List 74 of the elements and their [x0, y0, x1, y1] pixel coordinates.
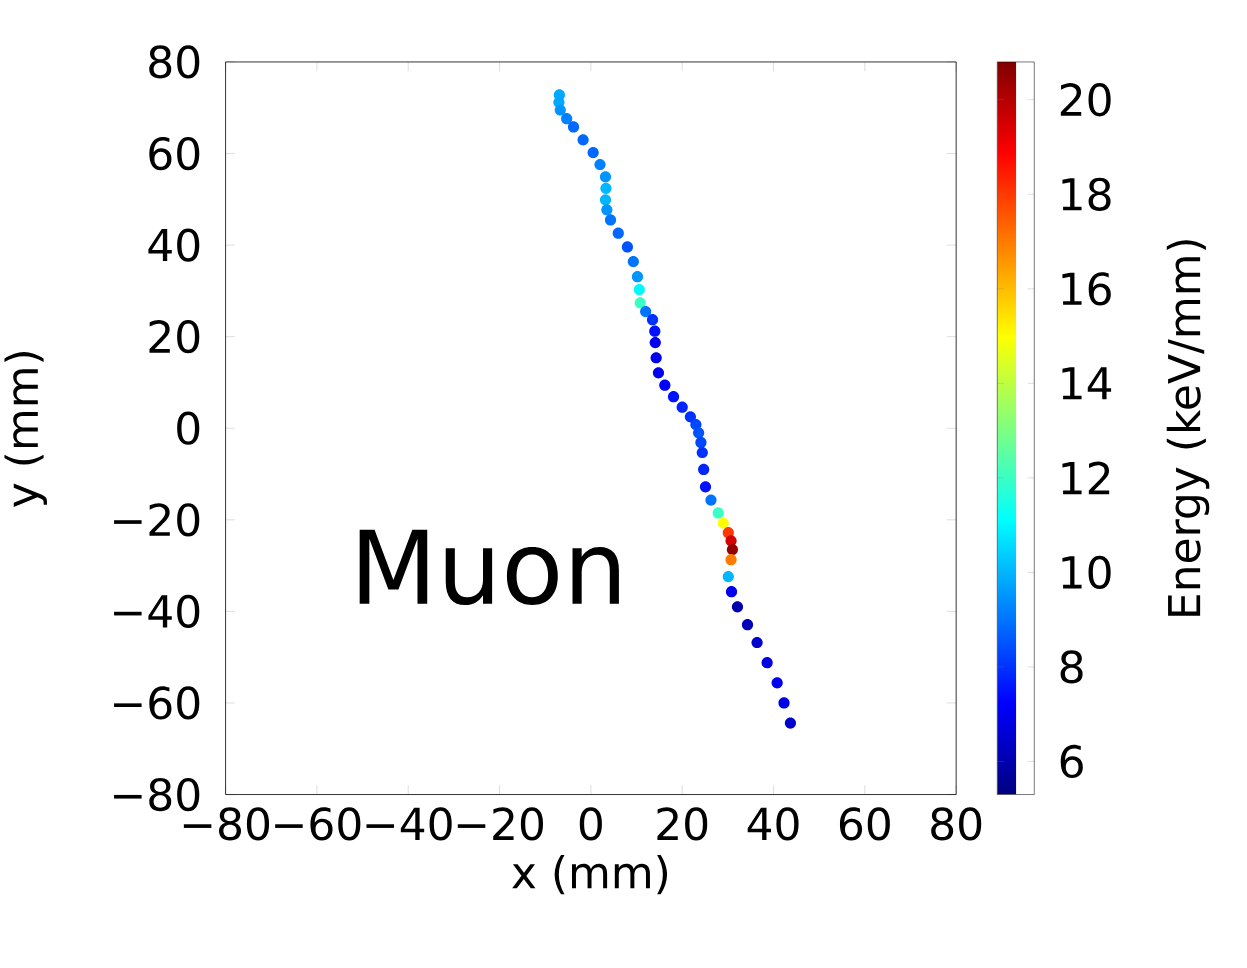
point — [717, 517, 729, 529]
point — [698, 463, 710, 475]
point — [627, 255, 639, 267]
point — [577, 133, 589, 146]
y-tick-label: −20 — [114, 502, 200, 537]
point — [784, 717, 796, 729]
point — [722, 570, 734, 582]
color-bar-label: 12 — [1062, 461, 1110, 494]
point — [561, 112, 573, 125]
point — [640, 305, 652, 317]
y-axis-title: y (mm) — [4, 351, 47, 507]
y-tick-label: 0 — [177, 411, 200, 445]
point — [634, 296, 646, 309]
color-bar-label: 6 — [1060, 744, 1083, 778]
x-tick-label: 80 — [931, 807, 982, 841]
annotation: Muon — [359, 529, 619, 605]
color-bar-title: Energy (keV/mm) — [1166, 239, 1210, 616]
point — [612, 227, 624, 239]
y-tick-label: 80 — [149, 45, 200, 79]
point — [604, 214, 617, 226]
color-bar-label: 8 — [1060, 650, 1083, 684]
color-bar-label: 14 — [1062, 367, 1112, 400]
point — [778, 697, 790, 709]
point — [600, 182, 612, 194]
y-tick-label: 60 — [149, 136, 200, 170]
y-tick-label: 20 — [149, 319, 200, 354]
point — [761, 656, 773, 669]
color-bar-label: 18 — [1062, 177, 1111, 211]
point — [705, 494, 717, 506]
y-tick-label: −60 — [114, 686, 200, 720]
point — [599, 171, 612, 183]
point — [699, 481, 712, 493]
point — [649, 325, 661, 337]
point — [601, 204, 613, 216]
point — [594, 158, 606, 170]
x-tick-label: −60 — [275, 807, 361, 841]
color-bar-label: 10 — [1062, 555, 1111, 589]
point — [633, 283, 645, 295]
point — [649, 336, 661, 348]
point — [621, 241, 633, 253]
point — [659, 379, 671, 391]
point — [771, 677, 783, 689]
x-tick-label: 60 — [839, 807, 890, 841]
point — [731, 600, 744, 613]
point — [676, 401, 688, 413]
point — [696, 446, 708, 458]
point — [567, 121, 580, 133]
point — [554, 104, 566, 116]
y-tick-label: −40 — [114, 594, 200, 628]
x-tick-label: −40 — [366, 807, 452, 841]
y-tick-label: 40 — [148, 228, 200, 262]
point — [684, 410, 697, 423]
point — [646, 313, 659, 326]
point — [631, 270, 644, 283]
point — [599, 193, 612, 206]
x-tick-label: 20 — [657, 807, 708, 841]
point — [693, 427, 705, 439]
point — [667, 390, 680, 403]
color-bar-label: 16 — [1062, 271, 1111, 306]
x-tick-label: 40 — [747, 807, 799, 841]
point — [741, 618, 754, 631]
color-bar-label: 20 — [1060, 82, 1111, 117]
x-axis-title: x (mm) — [512, 854, 668, 894]
point — [587, 146, 599, 158]
point — [650, 351, 662, 364]
point — [725, 553, 737, 566]
x-tick-label: −20 — [457, 807, 544, 841]
point — [712, 507, 724, 519]
point — [725, 585, 738, 598]
point — [695, 436, 707, 448]
point — [751, 636, 763, 648]
point — [652, 367, 665, 379]
point — [726, 543, 739, 555]
x-tick-label: 0 — [579, 807, 602, 841]
